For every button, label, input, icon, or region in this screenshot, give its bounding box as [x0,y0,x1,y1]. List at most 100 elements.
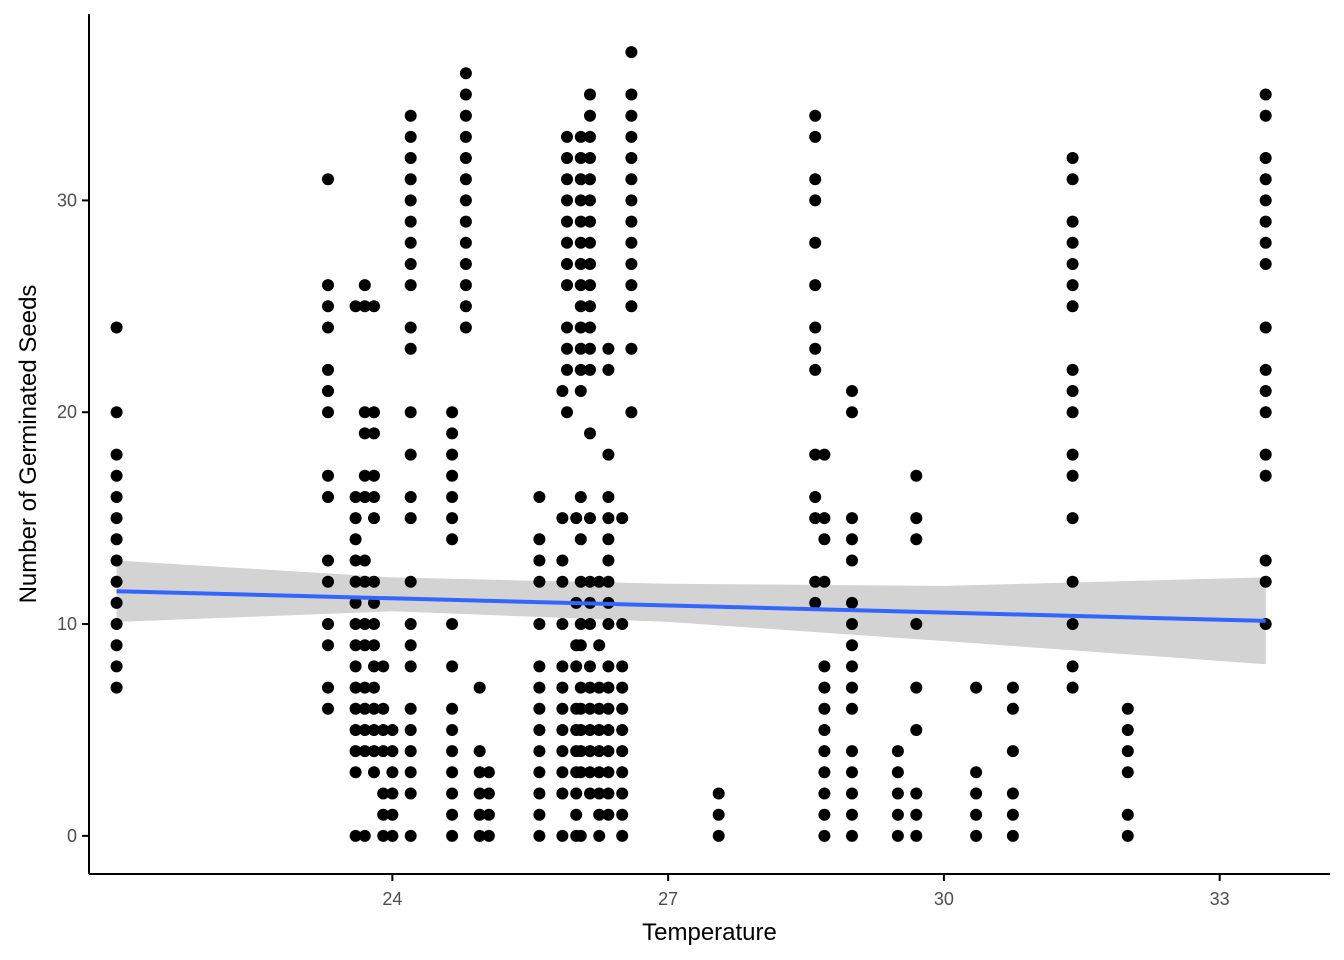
data-point [809,342,822,355]
data-point [1259,448,1272,461]
data-point [1259,363,1272,376]
data-point [1066,448,1079,461]
data-point [1259,194,1272,207]
data-point [110,681,123,694]
data-point [561,258,573,270]
data-point [322,491,334,503]
data-point [459,279,472,292]
data-point [910,829,923,842]
data-point [602,575,615,588]
data-point [1006,787,1019,800]
data-point [556,702,569,715]
data-point [404,130,417,143]
data-point [574,702,587,715]
data-point [556,787,569,800]
y-tick-label: 10 [57,614,77,634]
data-point [1121,829,1134,842]
data-point [349,512,362,525]
data-point [584,194,596,207]
data-point [818,766,831,779]
data-point [1121,808,1134,821]
data-point [574,575,587,588]
data-point [349,766,362,779]
data-point [846,512,858,525]
data-point [818,575,831,588]
data-point [368,766,380,779]
data-point [473,745,486,758]
data-point [1066,258,1079,270]
data-point [846,385,858,397]
data-point [602,618,615,630]
y-axis-title: Number of Germinated Seeds [15,285,42,604]
data-point [404,724,417,736]
data-point [602,491,615,503]
data-point [556,745,569,758]
data-point [1259,152,1272,164]
data-point [368,724,380,736]
data-point [616,787,629,800]
data-point [625,279,638,292]
data-point [1259,469,1272,482]
data-point [584,745,596,758]
data-point [809,279,822,292]
data-point [322,363,334,376]
data-point [561,152,573,164]
data-point [570,808,583,821]
data-point [970,681,983,694]
x-axis-title: Temperature [642,919,777,946]
data-point [368,745,380,758]
data-point [482,829,495,842]
data-point [846,681,858,694]
data-point [110,596,123,609]
data-point [1006,808,1019,821]
data-point [368,618,380,630]
data-point [110,639,123,652]
data-point [809,236,822,249]
data-point [322,173,334,186]
data-point [561,321,573,334]
data-point [1259,109,1272,122]
data-point [459,321,472,334]
data-point [602,512,615,525]
data-point [110,321,123,334]
scatter-points [110,46,1272,842]
data-point [574,279,587,292]
data-point [404,406,417,419]
data-point [1066,618,1079,630]
data-point [910,512,923,525]
data-point [625,342,638,355]
trend-line [116,589,1266,623]
data-point [404,279,417,292]
data-point [910,681,923,694]
data-point [1006,702,1019,715]
data-point [625,194,638,207]
data-point [574,236,587,249]
data-point [602,342,615,355]
data-point [446,724,459,736]
data-point [368,702,380,715]
data-point [349,724,362,736]
data-point [818,448,831,461]
data-point [1006,681,1019,694]
data-point [349,533,362,546]
data-point [584,236,596,249]
data-point [349,618,362,630]
data-point [349,596,362,609]
data-point [561,236,573,249]
data-point [574,681,587,694]
data-point [358,300,371,313]
data-point [349,829,362,842]
data-point [446,533,459,546]
data-point [818,660,831,673]
data-point [404,660,417,673]
data-point [593,575,606,588]
data-point [818,829,831,842]
data-point [625,152,638,164]
data-point [818,745,831,758]
data-point [602,766,615,779]
data-point [561,130,573,143]
data-point [533,491,546,503]
data-point [846,554,858,567]
data-point [846,808,858,821]
data-point [556,618,569,630]
